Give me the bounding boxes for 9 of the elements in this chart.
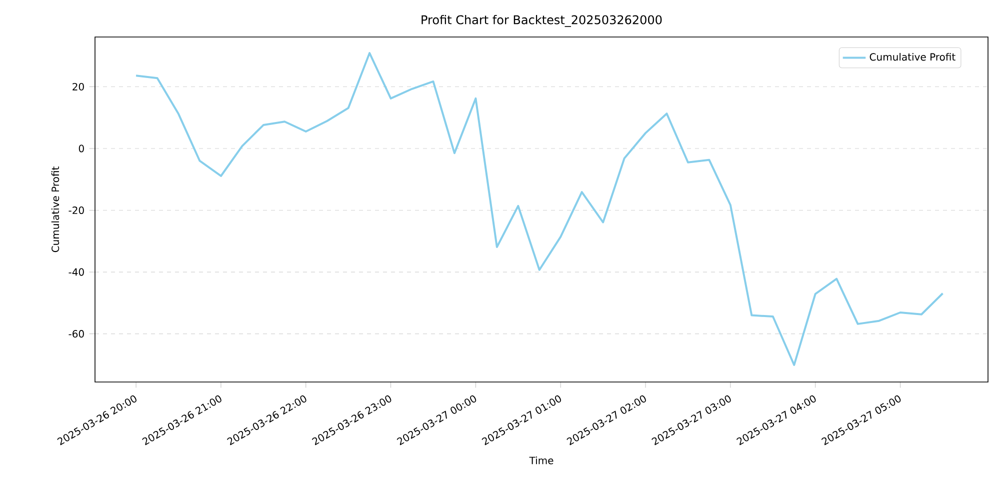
y-tick-label: -60	[68, 330, 84, 338]
chart-title: Profit Chart for Backtest_202503262000	[422, 15, 662, 27]
x-axis-title: Time	[529, 456, 554, 464]
y-axis-title: Cumulative Profit	[51, 166, 60, 252]
y-tick-label: 0	[78, 144, 84, 152]
y-tick-label: -40	[68, 268, 84, 276]
y-tick-label: -20	[68, 206, 84, 214]
y-tick-label: 20	[72, 82, 84, 91]
legend-label: Cumulative Profit	[870, 52, 956, 61]
